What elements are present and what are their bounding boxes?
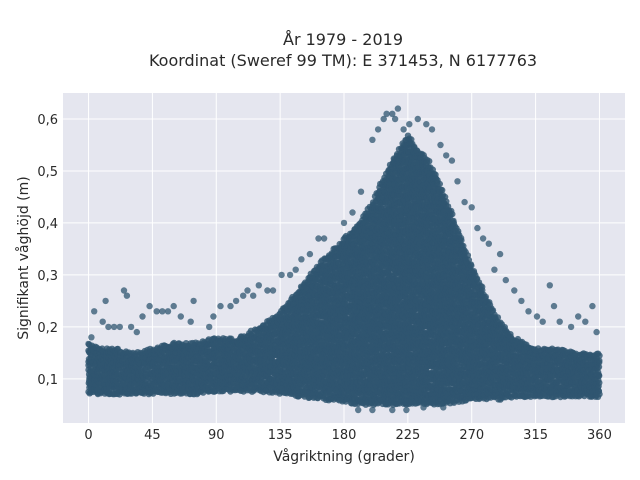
- chart-title-line1: År 1979 - 2019: [283, 30, 403, 49]
- chart-title-line2: Koordinat (Sweref 99 TM): E 371453, N 61…: [149, 51, 537, 70]
- data-points: [85, 105, 603, 414]
